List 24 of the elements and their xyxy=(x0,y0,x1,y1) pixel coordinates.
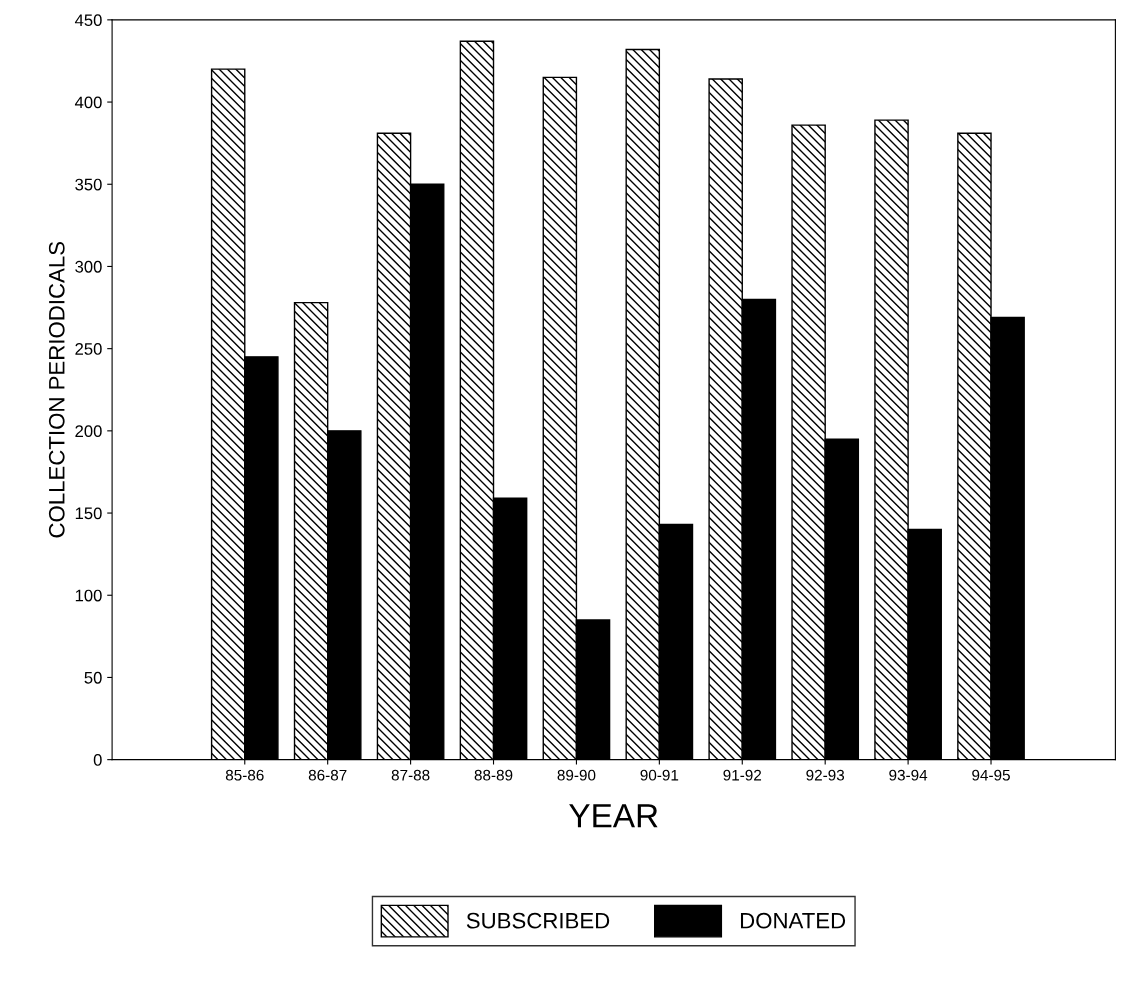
x-tick-label: 85-86 xyxy=(225,769,264,781)
x-tick-label: 93-94 xyxy=(889,769,928,781)
x-tick-label: 94-95 xyxy=(972,769,1010,781)
y-axis-title: COLLECTION PERIODICALS xyxy=(48,241,65,538)
y-tick-label: 150 xyxy=(75,507,102,520)
x-tick-label: 86-87 xyxy=(308,769,347,781)
legend-label: SUBSCRIBED xyxy=(466,912,610,929)
x-tick-label: 92-93 xyxy=(806,769,845,781)
y-tick-label: 50 xyxy=(84,671,102,684)
x-tick-label: 87-88 xyxy=(391,769,430,781)
x-tick-label: 88-89 xyxy=(474,769,513,781)
y-tick-label: 400 xyxy=(74,96,102,109)
x-tick-label: 90-91 xyxy=(640,769,679,781)
x-tick-label: 89-90 xyxy=(557,769,596,781)
y-tick-label: 0 xyxy=(93,754,102,766)
x-axis-title: YEAR xyxy=(569,804,658,828)
y-tick-label: 300 xyxy=(75,260,102,273)
y-tick-label: 200 xyxy=(75,425,102,438)
x-tick-label: 91-92 xyxy=(723,769,762,781)
y-tick-label: 100 xyxy=(75,589,102,602)
y-tick-label: 250 xyxy=(75,343,102,355)
y-tick-label: 450 xyxy=(74,14,102,27)
y-tick-label: 350 xyxy=(75,178,102,191)
legend-label: DONATED xyxy=(740,912,846,929)
